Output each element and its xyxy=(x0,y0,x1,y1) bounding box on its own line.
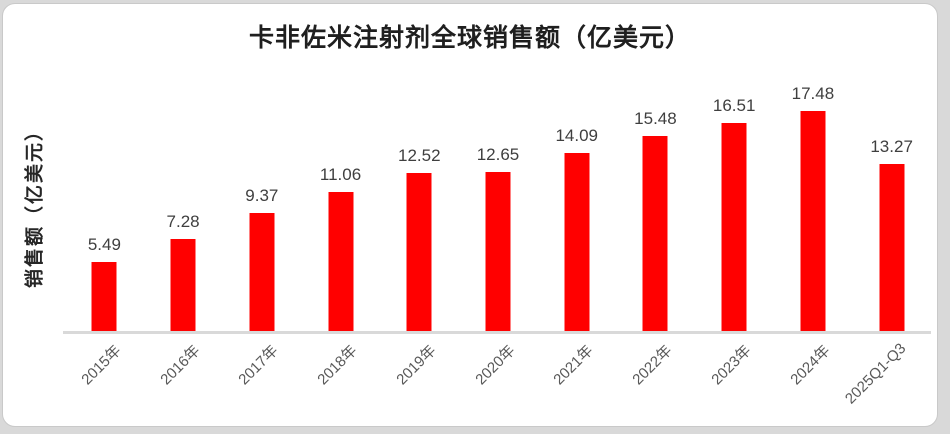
bar-column: 16.51 2023年 xyxy=(695,79,774,388)
bar-value-label: 17.48 xyxy=(791,83,835,103)
bar-value-label: 7.28 xyxy=(166,212,200,232)
bar xyxy=(485,171,511,331)
bar-value-label: 12.65 xyxy=(476,144,520,164)
x-axis-line xyxy=(63,331,931,334)
bar xyxy=(406,173,432,331)
bar-value-label: 15.48 xyxy=(634,108,677,128)
chart-title: 卡非佐米注射剂全球销售额（亿美元） xyxy=(248,25,691,52)
bar xyxy=(564,153,590,331)
bar xyxy=(170,239,196,331)
bar-column: 12.52 2019年 xyxy=(380,79,459,388)
bar-column: 11.06 2018年 xyxy=(301,79,380,389)
bar xyxy=(721,122,747,331)
x-axis-tick-label: 2015年 xyxy=(78,342,125,389)
bar-column: 14.09 2021年 xyxy=(537,79,616,388)
bar-value-label: 5.49 xyxy=(87,234,121,254)
x-axis-tick-label: 2019年 xyxy=(393,342,440,389)
bar xyxy=(328,191,354,331)
plot-area: 5.49 2015年 7.28 2016年 9.37 2017年 11.06 2018年 12.… xyxy=(63,79,931,408)
x-axis-tick-label: 2017年 xyxy=(235,342,282,389)
bar-column: 5.49 2015年 xyxy=(65,79,144,389)
x-axis-tick-label: 2022年 xyxy=(629,342,676,389)
x-axis-tick-label: 2024年 xyxy=(786,342,834,389)
bar xyxy=(249,212,275,331)
x-axis-tick-label: 2023年 xyxy=(708,342,755,389)
chart-card: 卡非佐米注射剂全球销售额（亿美元） 销售额（亿美元） 5.49 2015年 7.28… xyxy=(2,3,938,427)
bar-value-label: 9.37 xyxy=(245,185,279,205)
bar-value-label: 14.09 xyxy=(555,126,598,146)
bar xyxy=(800,110,826,331)
bar-column: 13.27 2025Q1-Q3 xyxy=(842,79,931,408)
y-axis-label: 销售额（亿美元） xyxy=(24,119,46,289)
x-axis-tick-label: 2021年 xyxy=(550,342,597,389)
bar-value-label: 16.51 xyxy=(712,95,756,115)
x-axis-tick-label: 2025Q1-Q3 xyxy=(842,340,910,408)
bar-column: 9.37 2017年 xyxy=(222,79,301,388)
bar-value-label: 12.52 xyxy=(397,146,441,166)
x-axis-tick-label: 2016年 xyxy=(156,342,204,389)
x-axis-tick-label: 2018年 xyxy=(314,342,361,389)
bar-column: 15.48 2022年 xyxy=(616,79,695,388)
bar-column: 7.28 2016年 xyxy=(144,79,223,388)
x-axis-tick-label: 2020年 xyxy=(471,342,519,389)
bar xyxy=(642,135,668,331)
bar-column: 12.65 2020年 xyxy=(459,79,538,389)
bar xyxy=(91,261,117,331)
bar xyxy=(879,163,905,331)
bar-value-label: 11.06 xyxy=(319,164,362,184)
bar-value-label: 13.27 xyxy=(870,136,913,156)
bar-column: 17.48 2024年 xyxy=(774,79,853,389)
